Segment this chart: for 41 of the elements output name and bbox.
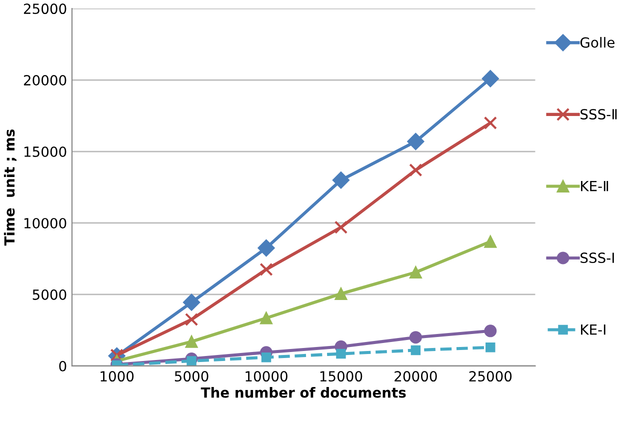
point	[258, 239, 275, 257]
point	[484, 116, 497, 130]
y-tick-label: 20000	[24, 75, 66, 86]
x-tick-label: 5000	[174, 371, 208, 382]
legend-label: KE-Ⅰ	[581, 324, 606, 335]
point	[260, 262, 273, 276]
x-tick-label: 10000	[246, 371, 288, 382]
point	[409, 266, 422, 279]
point	[407, 132, 424, 150]
x-tick-label: 25000	[469, 371, 512, 382]
legend-label: Golle	[580, 36, 614, 48]
point	[182, 294, 200, 311]
y-tick-label: 10000	[24, 218, 66, 228]
point	[260, 312, 272, 324]
y-axis-title: Time unit ; ms	[4, 129, 16, 246]
y-tick-label: 25000	[24, 4, 66, 14]
y-tick-label: 15000	[24, 146, 66, 157]
point	[484, 235, 497, 248]
point	[409, 163, 422, 177]
y-tick-label: 5000	[32, 289, 66, 300]
point	[185, 335, 198, 348]
point	[184, 312, 198, 326]
x-axis-title: The number of documents	[200, 387, 406, 398]
point	[334, 288, 348, 300]
point	[332, 172, 350, 189]
point	[336, 348, 346, 359]
point	[482, 70, 499, 88]
point	[410, 345, 421, 356]
x-tick-label: 1000	[100, 371, 134, 382]
x-tick-label: 20000	[394, 371, 437, 382]
x-tick-label: 15000	[320, 371, 362, 382]
y-tick-label: 0	[59, 360, 66, 372]
legend-label: KE-Ⅱ	[581, 180, 608, 192]
point	[261, 352, 272, 362]
point	[486, 342, 496, 352]
legend-label: SSS-Ⅱ	[580, 109, 617, 120]
legend-label: SSS-Ⅰ	[580, 252, 614, 264]
point	[334, 220, 348, 234]
point	[186, 356, 196, 366]
point	[484, 324, 497, 338]
point	[409, 331, 422, 344]
